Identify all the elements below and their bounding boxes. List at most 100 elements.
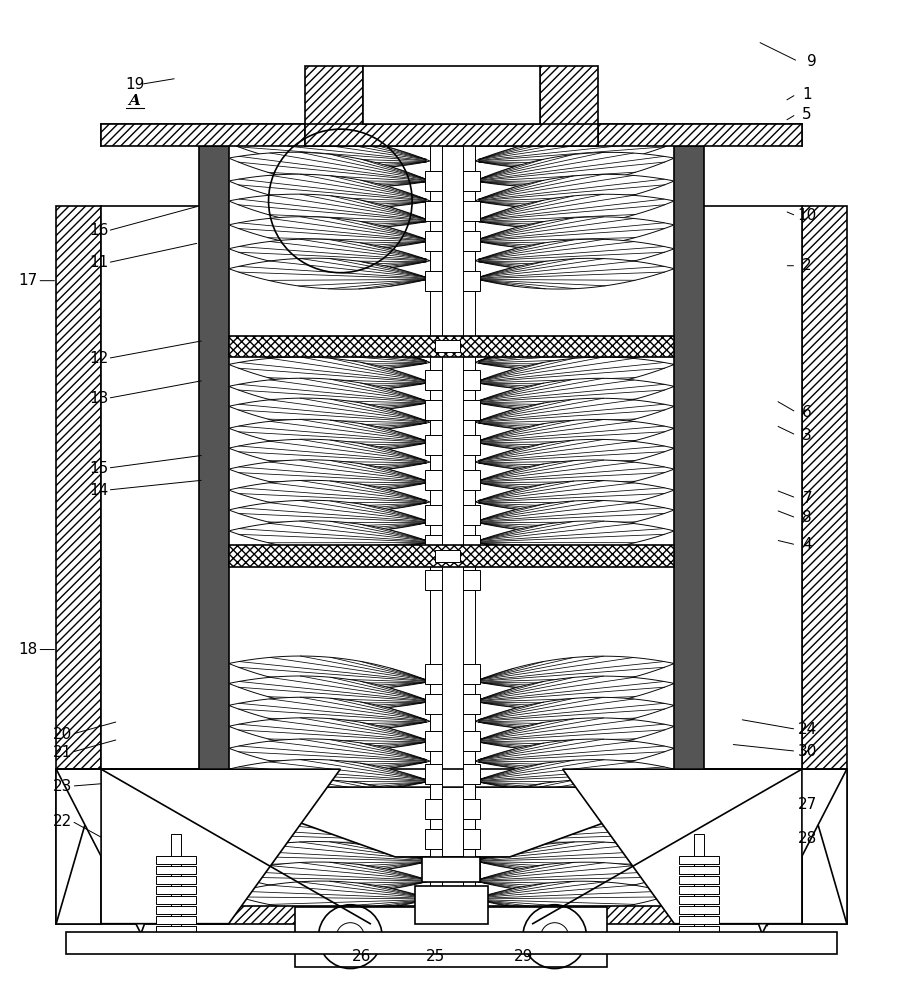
Bar (421, 857, 479, 882)
Text: 18: 18 (19, 642, 38, 657)
Text: 25: 25 (425, 949, 445, 964)
Polygon shape (228, 460, 429, 491)
Bar (463, 764, 479, 784)
Text: 8: 8 (801, 510, 811, 525)
Bar (463, 799, 479, 819)
Polygon shape (474, 739, 674, 770)
Bar (463, 694, 479, 714)
Bar (429, 138, 442, 906)
Polygon shape (56, 769, 200, 934)
Polygon shape (228, 656, 429, 689)
Bar (463, 231, 479, 251)
Polygon shape (228, 136, 429, 169)
Bar (425, 231, 442, 251)
Bar (425, 694, 442, 714)
Bar (678, 896, 718, 904)
Bar (415, 886, 487, 924)
Bar (678, 866, 718, 874)
Bar (678, 856, 718, 864)
Bar (463, 271, 479, 291)
Polygon shape (101, 769, 340, 924)
Text: 23: 23 (53, 779, 72, 794)
Polygon shape (474, 500, 674, 531)
Bar (463, 171, 479, 191)
Polygon shape (228, 718, 429, 750)
Bar (198, 906, 704, 924)
Bar (435, 340, 459, 352)
Text: 4: 4 (801, 537, 811, 552)
Bar (425, 171, 442, 191)
Bar (156, 896, 196, 904)
Bar (463, 505, 479, 525)
Text: 27: 27 (796, 797, 815, 812)
Polygon shape (228, 152, 429, 187)
Polygon shape (228, 419, 429, 451)
Polygon shape (200, 787, 702, 857)
Bar (198, 146, 228, 924)
Polygon shape (474, 697, 674, 729)
Bar (295, 907, 606, 967)
Polygon shape (228, 676, 429, 709)
Bar (463, 370, 479, 390)
Bar (463, 470, 479, 490)
Bar (678, 916, 718, 924)
Text: 22: 22 (53, 814, 72, 829)
Polygon shape (228, 217, 429, 249)
Polygon shape (228, 357, 429, 390)
Polygon shape (228, 194, 429, 228)
Bar (156, 906, 196, 914)
Polygon shape (474, 258, 674, 289)
Bar (425, 731, 442, 751)
Text: 10: 10 (796, 208, 815, 223)
Polygon shape (228, 378, 429, 410)
Text: 20: 20 (53, 727, 72, 742)
Polygon shape (228, 779, 429, 811)
Polygon shape (474, 760, 674, 791)
Bar (425, 201, 442, 221)
Text: A: A (129, 94, 141, 108)
Bar (801, 206, 846, 924)
Bar (101, 124, 801, 146)
Bar (228, 146, 674, 906)
Bar (463, 664, 479, 684)
Polygon shape (702, 769, 846, 934)
Bar (678, 886, 718, 894)
Bar (425, 535, 442, 555)
Text: 12: 12 (89, 351, 108, 366)
Polygon shape (474, 419, 674, 451)
Polygon shape (228, 820, 429, 851)
Polygon shape (228, 739, 429, 771)
Bar (678, 926, 718, 934)
Polygon shape (474, 718, 674, 750)
Polygon shape (228, 521, 429, 552)
Polygon shape (474, 780, 674, 811)
Bar (425, 829, 442, 849)
Bar (463, 859, 479, 879)
Polygon shape (228, 239, 429, 270)
Bar (463, 201, 479, 221)
Bar (425, 505, 442, 525)
Bar (435, 550, 459, 562)
Bar (66, 932, 836, 954)
Polygon shape (228, 337, 429, 370)
Text: 16: 16 (88, 223, 108, 238)
Text: 19: 19 (124, 77, 144, 92)
Text: 24: 24 (796, 722, 815, 737)
Polygon shape (228, 500, 429, 532)
Bar (463, 731, 479, 751)
Bar (425, 370, 442, 390)
Bar (305, 66, 363, 146)
Text: 7: 7 (801, 491, 811, 506)
Polygon shape (228, 862, 429, 893)
Text: 3: 3 (801, 428, 811, 443)
Polygon shape (228, 258, 429, 289)
Polygon shape (474, 439, 674, 471)
Bar (425, 470, 442, 490)
Bar (678, 876, 718, 884)
Text: 15: 15 (89, 461, 108, 476)
Polygon shape (228, 759, 429, 791)
Polygon shape (474, 480, 674, 512)
Polygon shape (474, 337, 674, 370)
Bar (425, 400, 442, 420)
Bar (56, 206, 101, 924)
